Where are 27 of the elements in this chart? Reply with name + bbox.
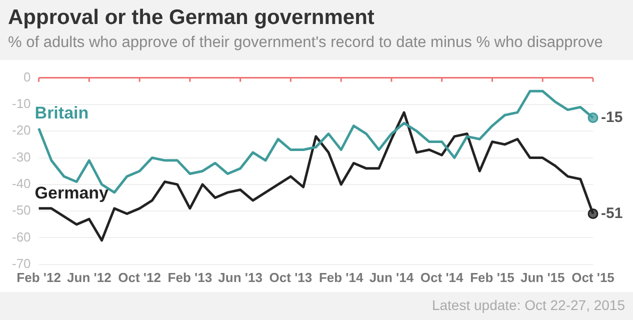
chart-subtitle: % of adults who approve of their government's record to date minus % who disapprove xyxy=(8,34,604,52)
y-tick-label: -70 xyxy=(12,256,31,271)
x-tick-label: Feb '12 xyxy=(16,270,61,285)
x-tick-label: Jun '15 xyxy=(520,270,565,285)
y-tick-label: -30 xyxy=(12,149,31,164)
y-tick-label: 0 xyxy=(24,69,31,84)
x-tick-label: Oct '12 xyxy=(118,270,161,285)
x-tick-label: Feb '14 xyxy=(318,270,364,285)
x-tick-label: Jun '14 xyxy=(369,270,414,285)
x-tick-label: Feb '15 xyxy=(470,270,514,285)
y-tick-label: -40 xyxy=(12,176,31,192)
x-tick-label: Oct '14 xyxy=(420,270,464,285)
data-label: -15 xyxy=(601,108,623,126)
text: Latest update: Oct 22-27, 2015 xyxy=(432,297,625,313)
data-label: -51 xyxy=(601,204,623,222)
series-label: Germany xyxy=(34,184,110,203)
x-tick-label: Oct '15 xyxy=(572,270,614,285)
y-tick-label: -50 xyxy=(12,202,31,218)
x-tick-label: Oct '13 xyxy=(269,270,312,285)
x-tick-label: Feb '13 xyxy=(168,270,212,285)
y-tick-label: -20 xyxy=(12,122,31,138)
x-tick-label: Jun '13 xyxy=(218,270,262,285)
y-tick-label: -60 xyxy=(12,229,31,244)
series-label: Britain xyxy=(34,104,89,123)
chart-title: Approval or the German government xyxy=(8,6,376,30)
y-tick-label: -10 xyxy=(12,96,31,112)
x-tick-label: Jun '12 xyxy=(67,270,112,285)
